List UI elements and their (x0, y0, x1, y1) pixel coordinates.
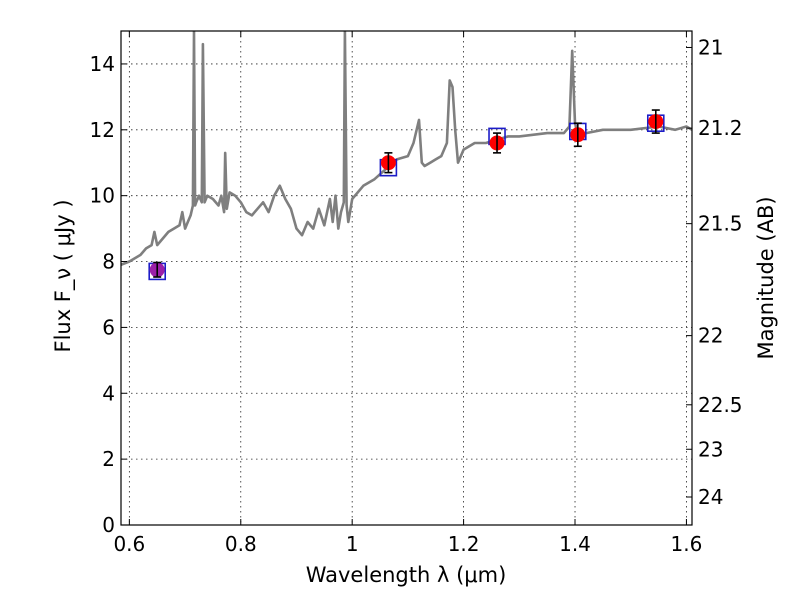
y-tick-label: 8 (102, 250, 115, 274)
right-y-tick-label: 24 (698, 485, 723, 509)
y-tick-label: 0 (102, 513, 115, 537)
x-tick-label: 1.6 (671, 532, 703, 556)
y-tick-label: 14 (90, 52, 115, 76)
axis-ticks: 0.6 0.8 1 1.2 1.4 1.6024681012142121.221.5222… (90, 31, 743, 556)
y-tick-label: 4 (102, 381, 115, 405)
y-axis-label-left: Flux F_ν ( μJy ) (51, 199, 76, 352)
x-tick-label: 1.2 (448, 532, 480, 556)
x-tick-label: 1 (346, 532, 359, 556)
x-tick-label: 1.4 (559, 532, 591, 556)
right-y-tick-label: 21.5 (698, 212, 743, 236)
right-y-tick-label: 22.5 (698, 393, 743, 417)
x-tick-label: 0.8 (225, 532, 257, 556)
grid-lines (121, 31, 692, 526)
x-tick-label: 0.6 (113, 532, 145, 556)
y-axis-label-right: Magnitude (AB) (754, 196, 778, 359)
plot-area (121, 31, 692, 281)
right-y-tick-label: 21.2 (698, 116, 743, 140)
spectrum-line (121, 31, 692, 267)
right-y-tick-label: 22 (698, 324, 723, 348)
right-y-tick-label: 21 (698, 35, 723, 59)
y-tick-label: 2 (102, 447, 115, 471)
y-tick-label: 12 (90, 118, 115, 142)
y-tick-label: 10 (90, 184, 115, 208)
y-tick-label: 6 (102, 315, 115, 339)
right-y-tick-label: 23 (698, 437, 723, 461)
x-axis-label: Wavelength λ (μm) (306, 563, 507, 587)
plot-frame (120, 30, 693, 526)
series-group (121, 31, 692, 281)
